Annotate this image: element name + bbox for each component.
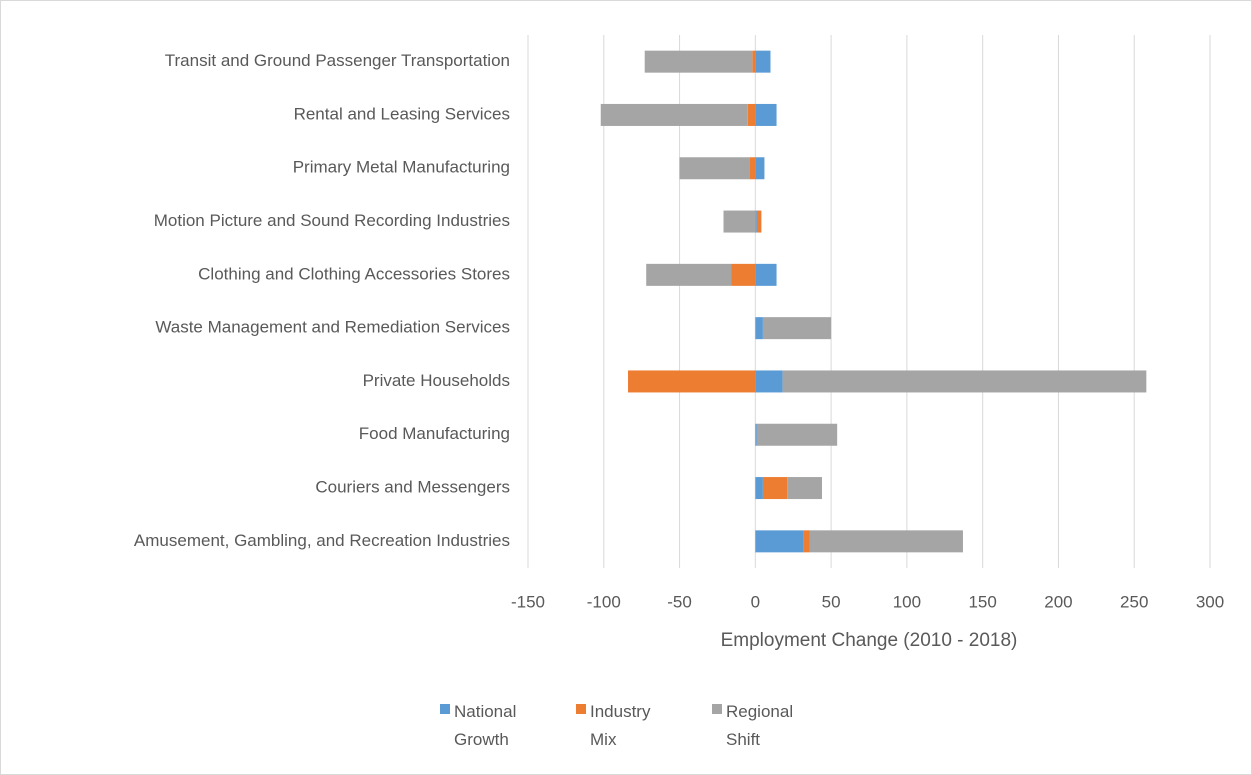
- legend-swatch: [576, 704, 586, 714]
- x-tick-label: -50: [667, 592, 692, 611]
- y-tick-label: Waste Management and Remediation Service…: [155, 318, 510, 337]
- x-tick-label: 300: [1196, 592, 1224, 611]
- bar-segment: [747, 103, 756, 126]
- y-tick-label: Private Households: [363, 371, 510, 390]
- bar-segment: [803, 530, 810, 553]
- bar-segment: [755, 103, 777, 126]
- bar-segment: [756, 210, 762, 233]
- y-tick-label: Transit and Ground Passenger Transportat…: [165, 51, 510, 70]
- bar-segment: [787, 477, 823, 500]
- x-tick-label: 150: [968, 592, 996, 611]
- bar-segment: [628, 370, 756, 393]
- bar-segment: [731, 263, 756, 286]
- bar-segment: [782, 370, 1147, 393]
- bar-segment: [755, 50, 771, 73]
- y-tick-label: Primary Metal Manufacturing: [293, 158, 510, 177]
- legend-label: National Growth: [454, 702, 517, 749]
- x-tick-label: 200: [1044, 592, 1072, 611]
- legend-item: National Growth: [440, 698, 576, 754]
- bar-segment: [755, 423, 757, 446]
- bar-segment: [762, 477, 788, 500]
- bar-segment: [756, 423, 838, 446]
- bar-segment: [755, 530, 804, 553]
- y-tick-label: Motion Picture and Sound Recording Indus…: [154, 211, 510, 230]
- legend-label: Regional Shift: [726, 702, 794, 749]
- y-tick-label: Couriers and Messengers: [315, 478, 510, 497]
- x-tick-label: 100: [893, 592, 921, 611]
- legend-swatch: [712, 704, 722, 714]
- x-axis-title: Employment Change (2010 - 2018): [721, 630, 1018, 651]
- y-tick-label: Food Manufacturing: [359, 424, 510, 443]
- y-tick-label: Clothing and Clothing Accessories Stores: [198, 264, 510, 283]
- bar-segment: [755, 210, 757, 233]
- x-tick-label: 0: [751, 592, 760, 611]
- bar-segment: [809, 530, 963, 553]
- legend-item: Regional Shift: [712, 698, 848, 754]
- x-tick-label: -100: [587, 592, 621, 611]
- bar-segment: [600, 103, 748, 126]
- bar-segment: [762, 317, 832, 340]
- y-tick-label: Rental and Leasing Services: [294, 104, 510, 123]
- bar-segment: [644, 50, 753, 73]
- legend: National Growth Industry Mix Regional Shif…: [440, 698, 848, 754]
- bar-segment: [755, 263, 777, 286]
- x-tick-label: -150: [511, 592, 545, 611]
- bar-segment: [749, 157, 756, 180]
- legend-swatch: [440, 704, 450, 714]
- y-tick-label: Amusement, Gambling, and Recreation Indu…: [134, 531, 510, 550]
- x-tick-label: 250: [1120, 592, 1148, 611]
- bar-segment: [646, 263, 732, 286]
- bar-segment: [752, 50, 756, 73]
- bar-segment: [679, 157, 750, 180]
- x-tick-label: 50: [822, 592, 841, 611]
- bar-segment: [755, 477, 763, 500]
- bar-segment: [755, 317, 763, 340]
- bar-segment: [723, 210, 756, 233]
- legend-label: Industry Mix: [590, 702, 651, 749]
- bar-segment: [755, 157, 765, 180]
- bar-segment: [755, 370, 783, 393]
- legend-item: Industry Mix: [576, 698, 712, 754]
